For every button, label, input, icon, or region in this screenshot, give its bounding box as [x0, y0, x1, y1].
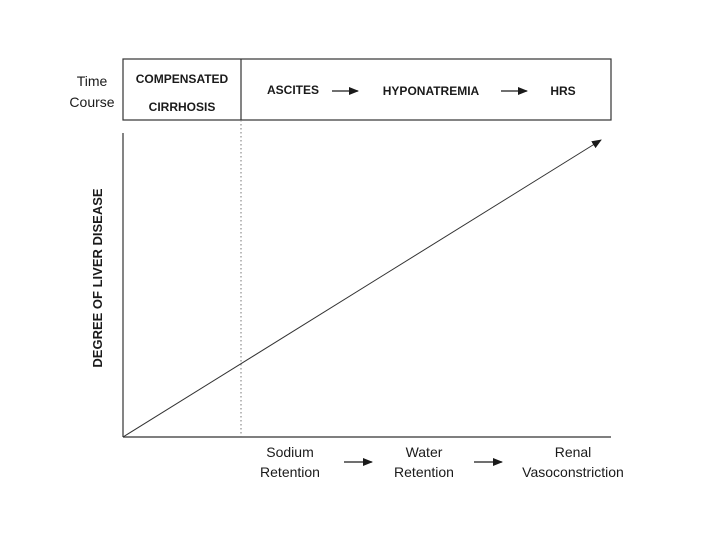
step-water-line1: Water	[406, 444, 443, 460]
stage-hrs: HRS	[550, 84, 575, 98]
stage-ascites: ASCITES	[267, 83, 319, 97]
time-course-box	[122, 58, 612, 121]
step-water-line2: Retention	[394, 464, 454, 480]
time-course-label-line2: Course	[69, 94, 114, 110]
stage-hyponatremia: HYPONATREMIA	[383, 84, 480, 98]
stage-compensated-line2: CIRRHOSIS	[149, 100, 216, 114]
step-renal-line2: Vasoconstriction	[522, 464, 624, 480]
time-course-label-line1: Time	[77, 73, 108, 89]
y-axis-label: DEGREE OF LIVER DISEASE	[90, 188, 105, 367]
step-renal-line1: Renal	[555, 444, 592, 460]
stage-compensated-line1: COMPENSATED	[136, 72, 229, 86]
step-sodium-line1: Sodium	[266, 444, 313, 460]
step-sodium-line2: Retention	[260, 464, 320, 480]
disease-progression-line	[122, 139, 602, 438]
